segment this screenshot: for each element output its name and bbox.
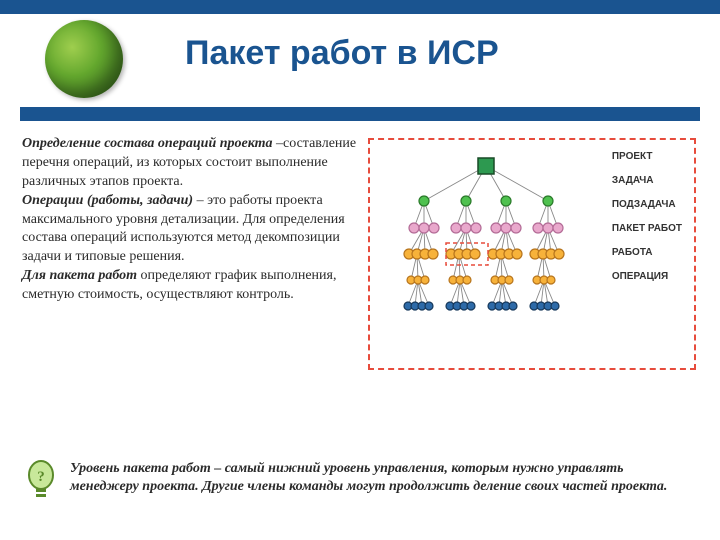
svg-text:?: ?: [37, 469, 45, 485]
title-divider: [20, 107, 700, 121]
legend-item: ОПЕРАЦИЯ: [612, 272, 682, 282]
legend: ПРОЕКТ ЗАДАЧА ПОДЗАДАЧА ПАКЕТ РАБОТ РАБО…: [612, 152, 682, 296]
footnote-text: Уровень пакета работ – самый нижний уров…: [70, 460, 690, 496]
body-paragraph: Определение состава операций проекта –со…: [22, 135, 357, 305]
legend-item: ПОДЗАДАЧА: [612, 200, 682, 210]
globe-logo-icon: [45, 20, 123, 98]
legend-item: ЗАДАЧА: [612, 176, 682, 186]
legend-item: РАБОТА: [612, 248, 682, 258]
page-title: Пакет работ в ИСР: [185, 34, 499, 73]
legend-item: ПАКЕТ РАБОТ: [612, 224, 682, 234]
lightbulb-icon: ?: [25, 460, 57, 509]
definition-term: Определение состава операций проекта: [22, 136, 273, 151]
operations-term: Операции (работы, задачи): [22, 193, 193, 208]
header-bar: [0, 0, 720, 14]
legend-item: ПРОЕКТ: [612, 152, 682, 162]
wbs-diagram: ПРОЕКТ ЗАДАЧА ПОДЗАДАЧА ПАКЕТ РАБОТ РАБО…: [368, 138, 696, 370]
wbs-tree: [376, 146, 596, 326]
logo-area: [45, 20, 123, 98]
package-term: Для пакета работ: [22, 268, 137, 283]
